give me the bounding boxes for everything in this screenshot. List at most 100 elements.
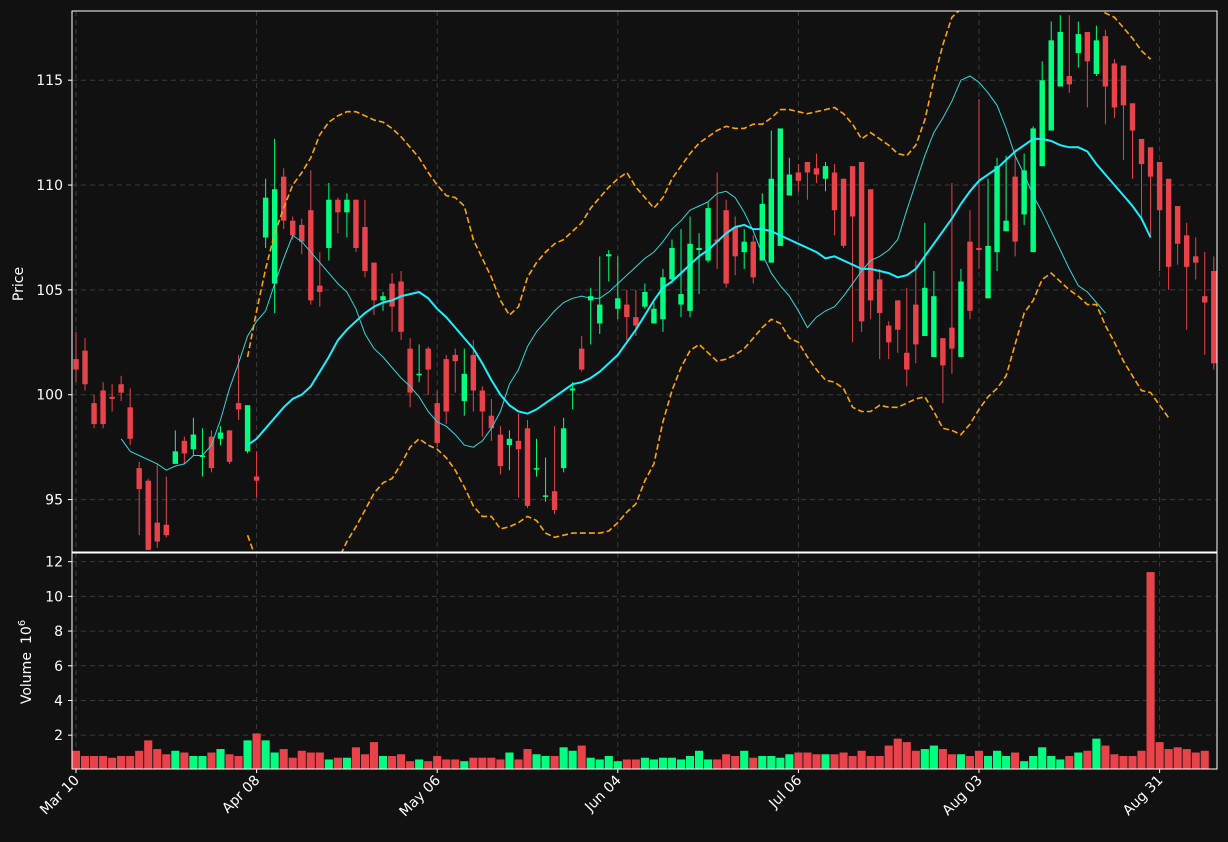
volume-bar — [496, 759, 505, 769]
volume-bar — [171, 750, 180, 769]
candle-body — [1039, 80, 1045, 167]
volume-bar — [424, 761, 433, 769]
volume-bar — [315, 752, 324, 769]
volume-bar — [857, 750, 866, 769]
candle-body — [1174, 206, 1181, 244]
candle-body — [940, 338, 946, 366]
candle-body — [73, 359, 79, 370]
candle-body — [687, 243, 693, 311]
candle-body — [91, 403, 97, 425]
candle-body — [244, 405, 251, 452]
volume-bar — [1092, 738, 1101, 769]
volume-bar — [252, 733, 261, 769]
volume-bar — [279, 749, 288, 769]
candle-body — [1193, 256, 1199, 263]
candle-body — [967, 241, 973, 311]
candle-body — [867, 189, 874, 301]
volume-bar — [180, 752, 189, 769]
volume-bar — [893, 738, 902, 769]
volume-axis-name: Volume — [19, 652, 35, 704]
candle-body — [723, 210, 729, 284]
candle-body — [876, 279, 883, 313]
candle-body — [822, 166, 829, 179]
volume-bar — [1011, 752, 1020, 769]
candle-body — [1202, 296, 1208, 303]
candle-body — [795, 172, 802, 181]
candle-body — [831, 172, 838, 211]
price-axis-ticks: 95 100 105 110 115 — [36, 73, 72, 509]
volume-bar — [225, 754, 234, 769]
candle-body — [660, 277, 666, 320]
volume-tick-label: 12 — [45, 555, 63, 571]
volume-bar — [144, 740, 153, 769]
volume-bar — [1020, 761, 1029, 769]
volume-bar — [866, 755, 875, 769]
candle-body — [1048, 40, 1054, 131]
volume-bar — [162, 754, 171, 769]
candle-body — [615, 298, 621, 309]
candle-body — [181, 440, 188, 454]
volume-bar — [135, 750, 144, 769]
price-axis-label: Price — [11, 267, 27, 301]
volume-bar — [776, 757, 785, 769]
candle-body — [885, 325, 892, 343]
candle-body — [452, 354, 458, 362]
candle-body — [317, 285, 323, 292]
volume-bar — [1119, 755, 1128, 769]
volume-bar — [1029, 755, 1038, 769]
volume-bar — [938, 749, 947, 769]
candle-body — [732, 226, 738, 257]
volume-bar — [1137, 750, 1146, 769]
volume-bar — [324, 759, 333, 769]
volume-bar — [234, 755, 243, 769]
candle-body — [524, 428, 531, 506]
candle-body — [542, 495, 549, 497]
volume-bar — [207, 752, 216, 769]
candle-body — [849, 166, 856, 217]
volume-tick-label: 8 — [54, 624, 63, 640]
candle-body — [208, 436, 215, 469]
candle-body — [299, 224, 305, 242]
candle-body — [154, 522, 160, 542]
volume-bar — [369, 742, 379, 769]
volume-bar — [713, 759, 722, 769]
candle-body — [353, 199, 359, 248]
volume-bar — [1155, 742, 1164, 769]
candle-body — [1102, 36, 1109, 87]
volume-bar — [406, 761, 415, 769]
candle-body — [235, 403, 242, 410]
candle-body — [1057, 31, 1063, 87]
candle-body — [606, 254, 612, 257]
candle-body — [290, 220, 296, 236]
candle-body — [335, 199, 341, 213]
volume-axis-label: Volume 106 — [17, 620, 35, 704]
volume-bar — [550, 755, 559, 769]
volume-bar — [306, 752, 315, 769]
volume-bar — [812, 754, 821, 769]
candle-body — [145, 480, 151, 550]
volume-bar — [117, 755, 126, 769]
volume-bar — [460, 761, 469, 769]
candle-body — [217, 432, 224, 439]
candle-body — [407, 348, 413, 393]
volume-axis-base: 10 — [19, 626, 35, 644]
candle-body — [253, 476, 260, 481]
volume-bar — [839, 752, 848, 769]
candle-body — [1093, 40, 1100, 74]
volume-bar — [1128, 755, 1137, 769]
candle-body — [1147, 147, 1154, 177]
volume-bar — [1083, 750, 1092, 769]
candle-body — [786, 174, 793, 196]
candle-body — [100, 390, 106, 425]
volume-bar — [1173, 747, 1182, 769]
candle-body — [1156, 161, 1163, 211]
volume-tick-label: 4 — [54, 693, 63, 709]
candle-body — [813, 168, 820, 175]
candle-body — [922, 287, 928, 337]
ma-slow-line — [247, 137, 1152, 446]
volume-bar — [1074, 752, 1083, 769]
candle-body — [913, 304, 919, 345]
volume-bar — [622, 759, 631, 769]
volume-bar — [397, 754, 406, 769]
candle-body — [326, 199, 332, 248]
